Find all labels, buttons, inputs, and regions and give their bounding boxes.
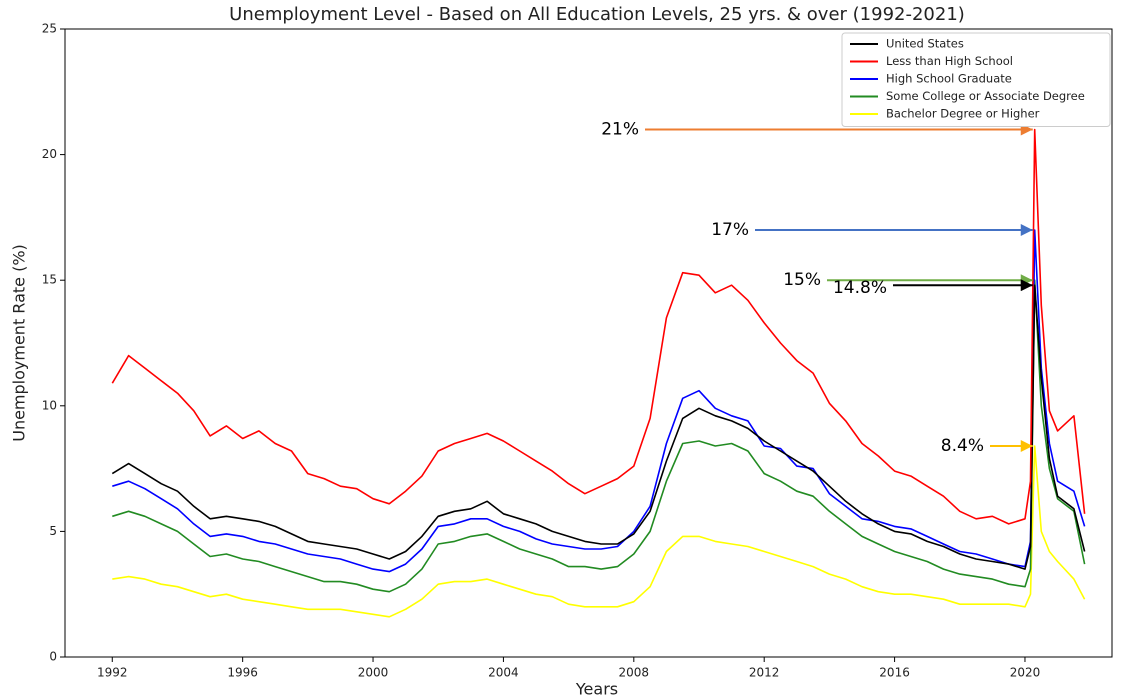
series-line <box>112 445 1086 618</box>
y-tick-label: 5 <box>49 524 57 538</box>
y-tick-label: 25 <box>42 22 57 36</box>
annotation-label: 17% <box>711 220 749 240</box>
annotation-label: 21% <box>601 119 639 139</box>
series-line <box>112 229 1086 573</box>
series-line <box>112 279 1086 593</box>
series-line <box>111 128 1086 525</box>
annotation-label: 15% <box>783 270 821 290</box>
x-axis-label: Years <box>575 680 618 699</box>
legend-label: Bachelor Degree or Higher <box>886 107 1040 121</box>
legend-label: United States <box>886 37 964 51</box>
legend-label: High School Graduate <box>886 72 1012 86</box>
x-tick-label: 1992 <box>97 666 128 680</box>
x-tick-label: 1996 <box>227 666 258 680</box>
x-tick-label: 2008 <box>619 666 650 680</box>
legend-label: Less than High School <box>886 54 1013 68</box>
y-tick-label: 0 <box>49 650 57 664</box>
x-tick-label: 2020 <box>1010 666 1041 680</box>
annotation-label: 8.4% <box>941 436 984 456</box>
series-line <box>111 284 1086 570</box>
x-tick-label: 2004 <box>488 666 519 680</box>
legend-box <box>841 32 1111 127</box>
x-tick-label: 2012 <box>749 666 780 680</box>
legend-label: Some College or Associate Degree <box>886 89 1085 103</box>
chart-title: Unemployment Level - Based on All Educat… <box>229 4 965 25</box>
x-tick-label: 2000 <box>358 666 389 680</box>
y-tick-label: 20 <box>42 147 57 161</box>
y-axis-label: Unemployment Rate (%) <box>10 244 29 442</box>
annotation-label: 14.8% <box>833 278 887 298</box>
y-tick-label: 15 <box>42 273 57 287</box>
y-tick-label: 10 <box>42 398 57 412</box>
plot-frame <box>64 28 1113 658</box>
x-tick-label: 2016 <box>879 666 910 680</box>
